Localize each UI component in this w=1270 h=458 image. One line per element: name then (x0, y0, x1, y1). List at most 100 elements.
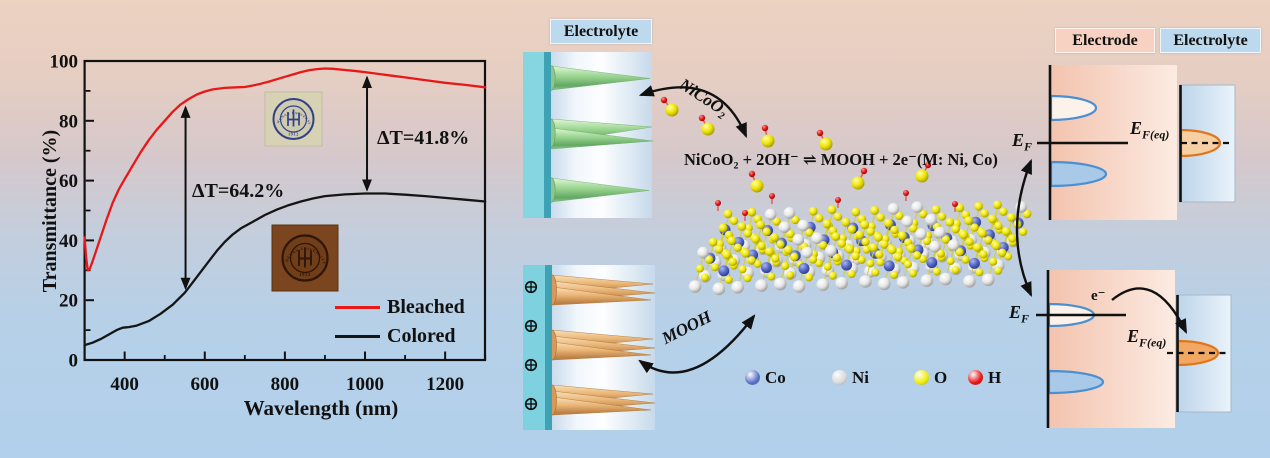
o-atom (869, 243, 878, 252)
o-atom (945, 217, 955, 227)
y-axis-label: Transmittance (%) (39, 129, 61, 293)
o-atom (894, 252, 903, 262)
o-atom (791, 215, 800, 225)
ni-atom (688, 280, 702, 293)
empty-states-ellipse (1049, 94, 1098, 122)
o-atom (701, 273, 709, 282)
ni-atom (925, 213, 937, 226)
o-atom (895, 211, 904, 221)
h-atom (748, 170, 756, 178)
ni-atom (896, 276, 910, 289)
o-atom (866, 227, 875, 236)
o-atom (991, 241, 1001, 251)
filled-states-ellipse (1047, 369, 1105, 395)
o-atom (861, 237, 870, 247)
o-atom (827, 205, 837, 215)
o-atom (862, 245, 871, 254)
o-atom (875, 250, 884, 259)
o-atom (753, 259, 762, 268)
o-atom (847, 270, 856, 279)
o-atom (815, 259, 823, 268)
o-atom (876, 258, 885, 267)
o-atom (973, 242, 982, 252)
co-atom (883, 260, 895, 272)
o-atom (980, 209, 989, 218)
electrolyte-chip-middle: Electrolyte (550, 19, 652, 44)
ni-atom (835, 276, 848, 290)
o-atom (696, 264, 704, 273)
o-atom (747, 207, 757, 217)
o-atom (808, 255, 818, 264)
o-atom (871, 268, 880, 277)
legend-entry-colored: Colored (335, 326, 456, 346)
delta-t-bleached-annotation: ΔT=41.8% (377, 127, 470, 149)
o-atom (743, 274, 752, 283)
o-atom (828, 271, 837, 280)
h-atom (835, 197, 841, 203)
mooh-arrow (638, 314, 756, 374)
delta-t-colored-annotation: ΔT=64.2% (192, 180, 285, 202)
hydroxide-ions (660, 96, 932, 193)
co-atom (841, 259, 853, 271)
o-atom (771, 254, 780, 263)
o-atom (988, 214, 997, 224)
h-atom (660, 96, 668, 104)
o-atom (750, 179, 764, 193)
ni-atom (947, 239, 960, 251)
o-atom (979, 250, 988, 259)
h-atom (698, 114, 706, 122)
o-atom (772, 217, 781, 226)
o-atom (970, 223, 979, 232)
o-atom (728, 257, 737, 267)
o-atom (959, 230, 968, 240)
seal-year: 1912 (299, 272, 311, 277)
y-tick-label: 20 (59, 291, 78, 312)
ni-atom (783, 207, 796, 219)
o-atom (998, 248, 1007, 257)
ni-atom-icon (832, 370, 847, 385)
x-tick-label: 1000 (346, 374, 384, 395)
o-atom (805, 228, 814, 237)
atom-legend-h: H (968, 369, 1001, 386)
ni-atom (939, 272, 952, 286)
bleached-line-swatch (335, 305, 380, 309)
o-atom (860, 220, 869, 230)
ni-atom (934, 226, 946, 239)
o-atom (999, 207, 1008, 216)
atom-label: H (988, 368, 1002, 387)
o-atom (922, 236, 932, 246)
o-atom (708, 237, 718, 247)
h-atom (816, 129, 824, 137)
o-atom (1019, 228, 1028, 237)
ni-atom (712, 282, 726, 296)
fermi-level-label-bottom: EF (1009, 302, 1030, 326)
fermi-level-label-top: EF (1012, 130, 1033, 154)
o-atom (837, 239, 846, 248)
o-atom (711, 263, 719, 272)
x-tick-label: 400 (110, 374, 139, 395)
o-atom (857, 255, 866, 264)
y-tick-label: 40 (59, 231, 78, 252)
co-atom (760, 262, 772, 274)
ni-atom (755, 279, 768, 292)
ni-atom (963, 275, 976, 288)
o-atom (975, 268, 984, 277)
ni-atom (915, 228, 927, 240)
o-atom (994, 266, 1003, 275)
electrode-chip: Electrode (1055, 28, 1155, 53)
o-atom (790, 252, 799, 262)
y-tick-label: 60 (59, 171, 78, 192)
o-atom (915, 169, 929, 183)
positive-charge-icons (524, 280, 538, 411)
o-atom (994, 221, 1003, 231)
ni-atom (797, 219, 809, 232)
ni-atom (792, 233, 804, 246)
h-atom (952, 201, 958, 207)
o-atom (989, 257, 998, 266)
o-atom (756, 220, 765, 230)
ni-atom (731, 280, 744, 294)
o-atom (819, 137, 833, 151)
o-atom (955, 247, 964, 257)
ni-atom (778, 221, 791, 233)
